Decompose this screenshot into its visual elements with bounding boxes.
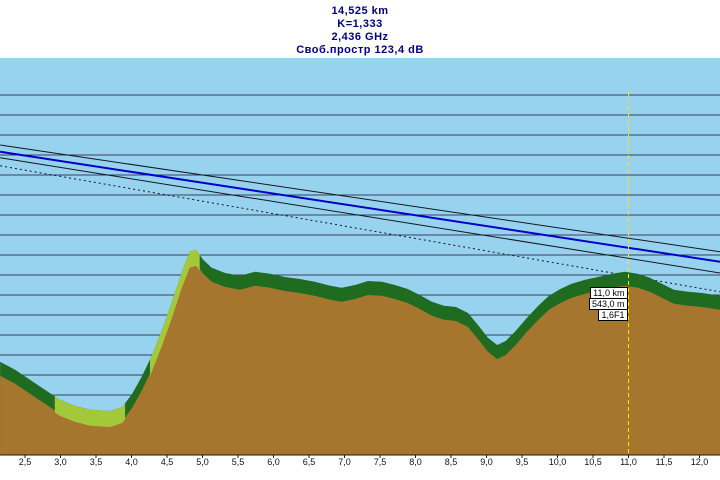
terrain-ground xyxy=(0,263,720,455)
x-tick-label: 11,0 xyxy=(620,457,637,467)
terrain-clearing-patch xyxy=(150,249,200,376)
ray-upper xyxy=(0,144,720,253)
x-tick-label: 8,5 xyxy=(444,457,458,467)
k-factor: K=1,333 xyxy=(337,18,383,30)
x-tick-label: 10,0 xyxy=(548,457,567,467)
x-tick-label: 4,0 xyxy=(125,457,138,467)
x-tick-label: 11,5 xyxy=(655,457,673,467)
terrain-clearing-patch xyxy=(54,396,126,427)
x-tick-label: 3,5 xyxy=(89,457,103,467)
x-tick-label: 8,0 xyxy=(409,457,422,467)
ray-los xyxy=(0,150,720,263)
free-space-loss: Своб.простр 123,4 dB xyxy=(296,44,424,56)
x-axis: 2,5 3,0 3,5 4,0 4,5 5,0 5,5 6,0 6,5 7,0 7,5 8,0 8,5 9… xyxy=(0,457,720,471)
x-tick-label: 2,5 xyxy=(18,457,32,467)
ray-fresnel xyxy=(0,165,720,293)
x-tick-label: 6,5 xyxy=(302,457,316,467)
x-tick-label: 5,0 xyxy=(196,457,209,467)
link-distance: 14,525 km xyxy=(331,5,389,17)
x-tick-label: 5,5 xyxy=(231,457,245,467)
x-tick-label: 7,0 xyxy=(338,457,351,467)
x-tick-label: 4,5 xyxy=(160,457,174,467)
x-tick-label: 10,5 xyxy=(584,457,602,467)
x-tick-label: 3,0 xyxy=(54,457,67,467)
frequency: 2,436 GHz xyxy=(331,31,389,43)
x-tick-label: 9,5 xyxy=(515,457,529,467)
x-tick-label: 6,0 xyxy=(267,457,280,467)
x-tick-label: 12,0 xyxy=(690,457,709,467)
x-tick-label: 7,5 xyxy=(373,457,387,467)
link-parameters: 14,525 km K=1,333 2,436 GHz Своб.простр … xyxy=(0,5,720,57)
x-tick-label: 9,0 xyxy=(480,457,493,467)
ray-lower xyxy=(0,157,720,274)
